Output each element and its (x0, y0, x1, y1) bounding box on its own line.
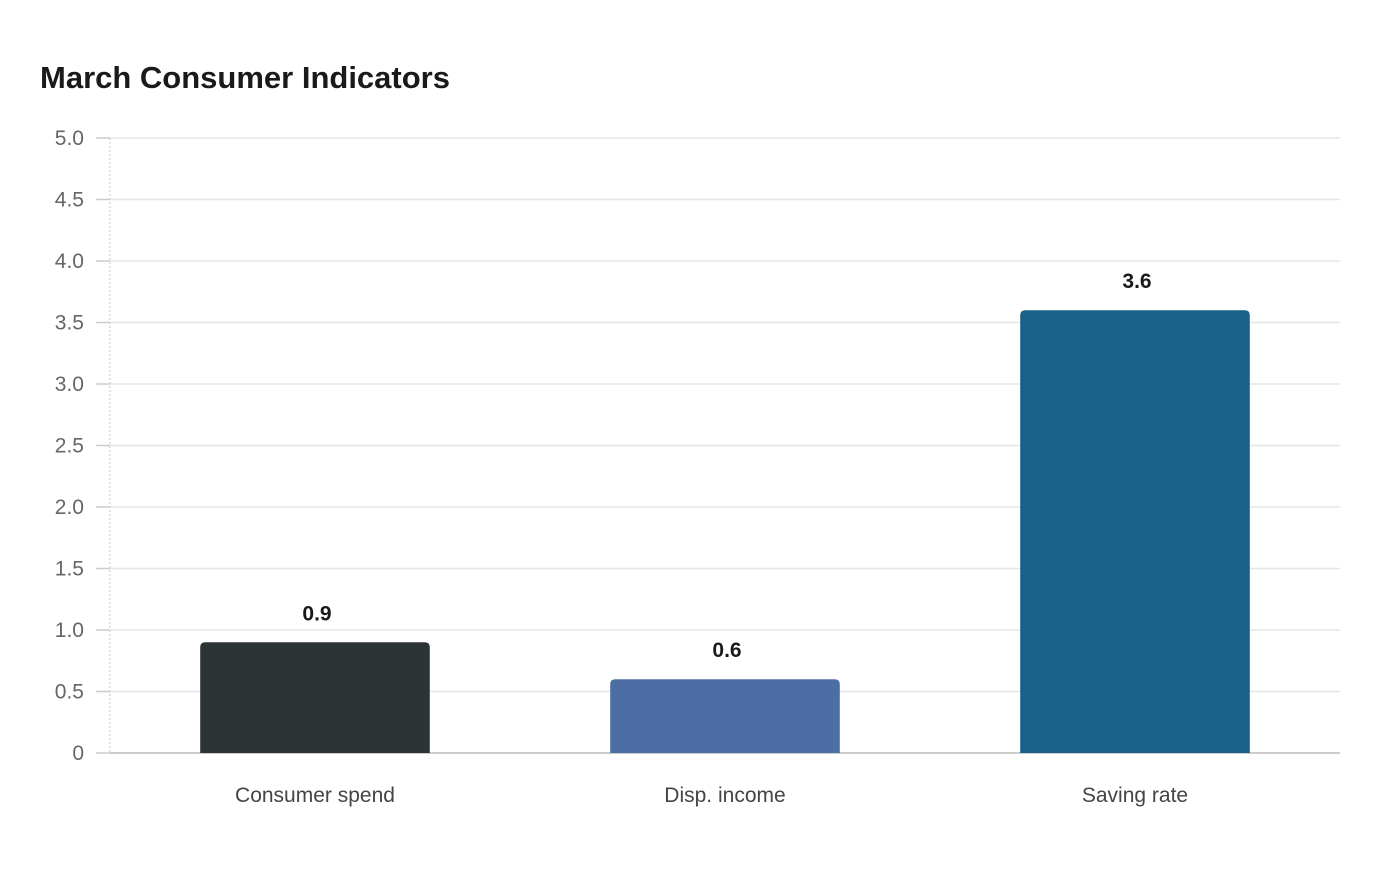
x-category-label: Disp. income (664, 784, 785, 807)
bar-value-label: 0.6 (712, 639, 741, 662)
y-tick-label: 2.0 (55, 496, 84, 519)
y-tick-label: 0.5 (55, 681, 84, 704)
bar-value-label: 0.9 (302, 602, 331, 625)
y-tick-label: 1.0 (55, 619, 84, 642)
bar (610, 679, 840, 753)
x-category-label: Saving rate (1082, 784, 1188, 807)
y-tick-label: 4.5 (55, 189, 84, 212)
bars (200, 310, 1250, 753)
y-tick-label: 1.5 (55, 558, 84, 581)
x-category-label: Consumer spend (235, 784, 395, 807)
y-tick-label: 0 (72, 742, 84, 765)
y-tick-label: 4.0 (55, 250, 84, 273)
y-tick-label: 3.5 (55, 312, 84, 335)
bar (1020, 310, 1250, 753)
value-labels: 0.9 0.6 3.6 (302, 270, 1151, 662)
y-tick-label: 3.0 (55, 373, 84, 396)
y-tick-label: 5.0 (55, 127, 84, 150)
x-axis-categories: Consumer spend Disp. income Saving rate (235, 784, 1188, 807)
y-axis-ticks: 0 0.5 1.0 1.5 2.0 2.5 3.0 3.5 4.0 4.5 5.0 (55, 127, 110, 765)
y-tick-label: 2.5 (55, 435, 84, 458)
bar-value-label: 3.6 (1122, 270, 1151, 293)
chart-title: March Consumer Indicators (40, 60, 450, 95)
bar (200, 642, 430, 753)
